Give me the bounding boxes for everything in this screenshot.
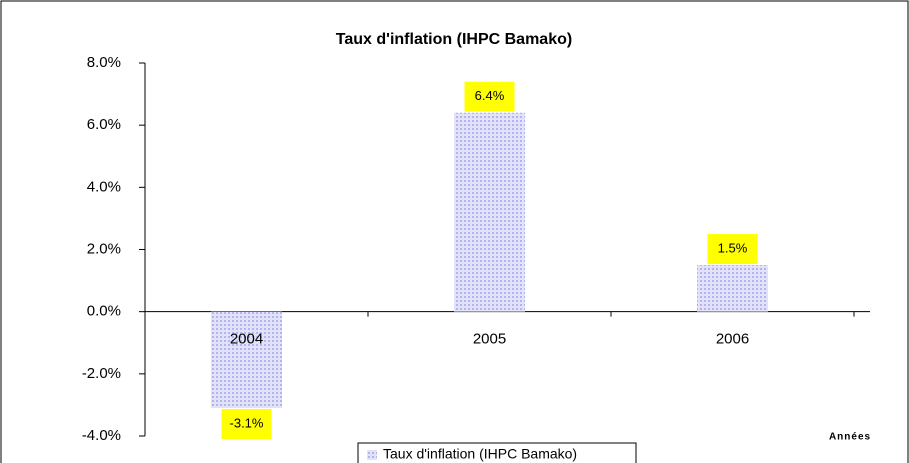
y-tick-label: -2.0%	[82, 365, 121, 382]
legend-box	[357, 442, 637, 463]
y-tick-label: 0.0%	[87, 303, 121, 320]
value-label-box	[464, 81, 515, 112]
value-label: 6.4%	[475, 88, 505, 103]
x-tick-label: 2006	[716, 331, 749, 348]
y-tick-label: 6.0%	[87, 116, 121, 133]
y-tick-label: 8.0%	[87, 54, 121, 71]
value-label-box	[707, 234, 758, 265]
legend-swatch	[367, 450, 377, 460]
bar	[697, 265, 768, 312]
x-tick-label: 2004	[230, 331, 263, 348]
value-label: 1.5%	[718, 240, 748, 255]
y-tick-label: 4.0%	[87, 178, 121, 195]
value-label-box	[221, 409, 272, 440]
y-tick-label: 2.0%	[87, 240, 121, 257]
x-axis-label: Années	[829, 432, 871, 443]
value-label: -3.1%	[230, 415, 264, 430]
x-tick-label: 2005	[473, 331, 506, 348]
bar	[211, 311, 282, 409]
chart-title: Taux d'inflation (IHPC Bamako)	[336, 31, 572, 48]
legend-label: Taux d'inflation (IHPC Bamako)	[383, 446, 577, 462]
y-tick-label: -4.0%	[82, 427, 121, 444]
bar	[454, 112, 525, 312]
